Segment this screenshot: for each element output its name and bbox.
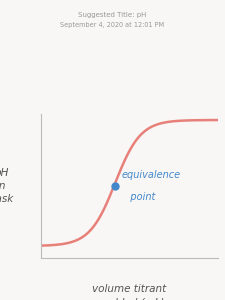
Text: Suggested Title: pH: Suggested Title: pH: [78, 12, 147, 18]
Text: point: point: [121, 192, 156, 202]
Text: September 4, 2020 at 12:01 PM: September 4, 2020 at 12:01 PM: [61, 22, 164, 28]
Point: [113, 184, 117, 188]
Text: volume titrant
   added (mL): volume titrant added (mL): [92, 284, 166, 300]
Text: equivalence: equivalence: [121, 170, 180, 180]
Text: pH
in
flask: pH in flask: [0, 168, 14, 204]
